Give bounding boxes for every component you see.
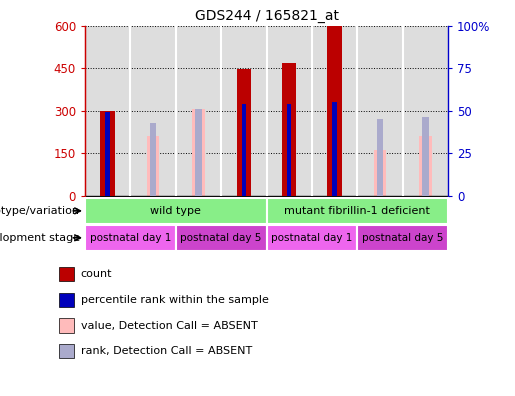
Text: rank, Detection Call = ABSENT: rank, Detection Call = ABSENT <box>81 346 252 356</box>
Bar <box>267 198 448 224</box>
Text: percentile rank within the sample: percentile rank within the sample <box>81 295 269 305</box>
Bar <box>147 136 160 196</box>
Text: count: count <box>81 269 112 279</box>
Bar <box>59 344 74 358</box>
Text: mutant fibrillin-1 deficient: mutant fibrillin-1 deficient <box>284 206 430 216</box>
Bar <box>150 123 157 196</box>
Bar <box>422 117 429 196</box>
Text: postnatal day 5: postnatal day 5 <box>362 233 443 243</box>
Bar <box>236 69 251 196</box>
Title: GDS244 / 165821_at: GDS244 / 165821_at <box>195 10 338 23</box>
Bar <box>59 318 74 333</box>
Text: wild type: wild type <box>150 206 201 216</box>
Bar <box>376 120 383 196</box>
Bar <box>267 225 357 251</box>
Bar <box>328 26 342 196</box>
Text: postnatal day 1: postnatal day 1 <box>271 233 353 243</box>
Bar <box>192 109 205 196</box>
Text: development stage: development stage <box>0 233 80 243</box>
Text: value, Detection Call = ABSENT: value, Detection Call = ABSENT <box>81 320 258 331</box>
Bar <box>100 111 115 196</box>
Bar <box>85 198 267 224</box>
Text: genotype/variation: genotype/variation <box>0 206 80 216</box>
Bar <box>85 225 176 251</box>
Bar <box>195 109 202 196</box>
Text: postnatal day 1: postnatal day 1 <box>90 233 171 243</box>
Bar <box>106 112 110 196</box>
Bar <box>59 293 74 307</box>
Bar <box>242 105 246 196</box>
Bar <box>176 225 267 251</box>
Bar <box>373 150 386 196</box>
Bar <box>357 225 448 251</box>
Bar <box>287 105 291 196</box>
Bar <box>59 267 74 281</box>
Bar <box>332 102 337 196</box>
Text: postnatal day 5: postnatal day 5 <box>180 233 262 243</box>
Bar <box>282 63 297 196</box>
Bar <box>419 136 432 196</box>
